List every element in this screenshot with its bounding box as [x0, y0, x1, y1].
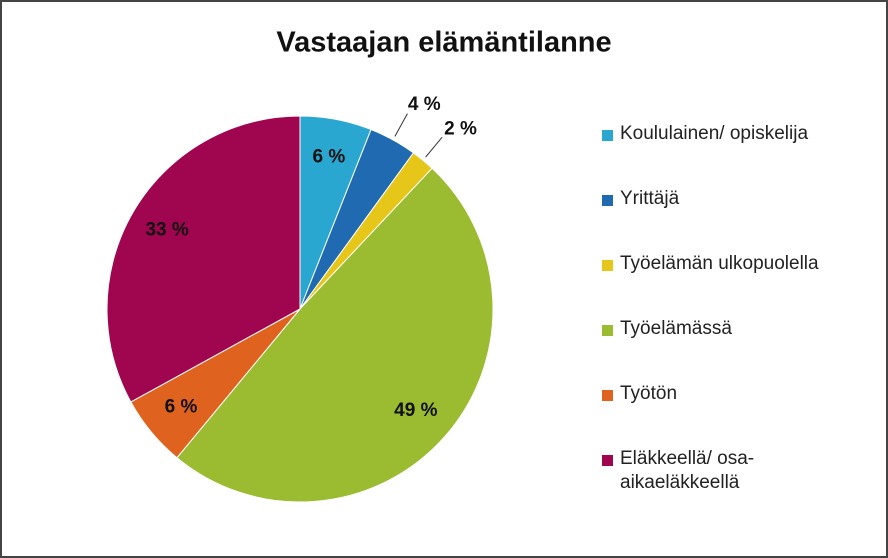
pie-slice	[106, 115, 301, 403]
data-label: 6 %	[165, 396, 198, 417]
legend-swatch	[602, 195, 613, 206]
legend-item: Eläkkeellä/ osa-aikaeläkkeellä	[602, 445, 872, 510]
legend-item: Koululainen/ opiskelija	[602, 120, 872, 185]
legend-label: Koululainen/ opiskelija	[620, 123, 809, 144]
leader-line	[425, 136, 443, 158]
leader-line	[394, 113, 408, 137]
legend-label: Eläkkeellä/ osa-aikaeläkkeellä	[620, 448, 755, 493]
legend-label: Työelämän ulkopuolella	[620, 253, 819, 274]
legend-swatch	[602, 390, 613, 401]
legend-swatch	[602, 260, 613, 271]
data-label: 4 %	[408, 94, 441, 115]
legend-swatch	[602, 130, 613, 141]
legend: Koululainen/ opiskelija Yrittäjä Työelämän…	[602, 120, 872, 510]
legend-item: Työelämässä	[602, 315, 872, 380]
legend-label: Työelämässä	[620, 318, 732, 339]
data-label: 49 %	[394, 400, 437, 421]
legend-label: Yrittäjä	[620, 188, 680, 209]
legend-swatch	[602, 455, 613, 466]
data-label: 6 %	[313, 146, 346, 167]
data-label: 33 %	[145, 219, 188, 240]
legend-item: Työelämän ulkopuolella	[602, 250, 872, 315]
legend-item: Yrittäjä	[602, 185, 872, 250]
chart-title: Vastaajan elämäntilanne	[276, 27, 611, 59]
legend-label: Työtön	[620, 383, 678, 404]
pie-slice	[176, 167, 494, 503]
legend-swatch	[602, 325, 613, 336]
data-label: 2 %	[444, 118, 477, 139]
legend-item: Työtön	[602, 380, 872, 445]
